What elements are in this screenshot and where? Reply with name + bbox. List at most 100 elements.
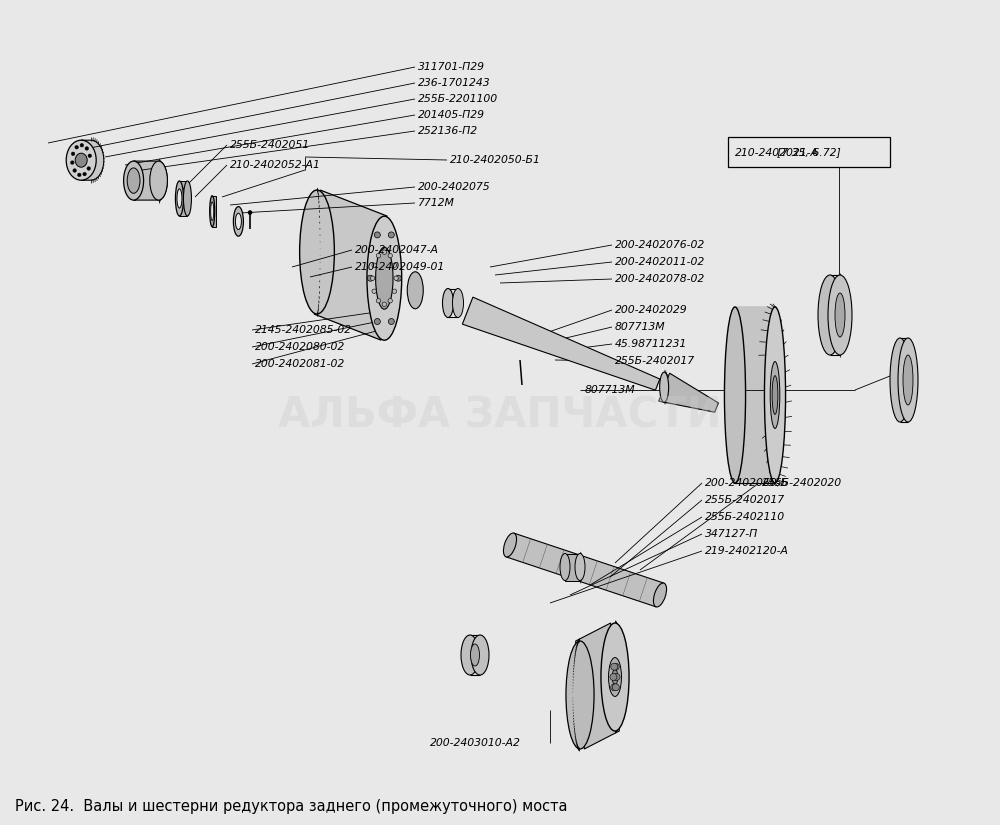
Circle shape: [370, 276, 375, 280]
Circle shape: [394, 276, 398, 280]
Ellipse shape: [612, 669, 618, 685]
Circle shape: [374, 232, 380, 238]
Ellipse shape: [471, 644, 480, 666]
Text: 210-2402049-01: 210-2402049-01: [355, 262, 445, 272]
Circle shape: [248, 210, 252, 214]
Circle shape: [388, 318, 394, 324]
Circle shape: [612, 663, 619, 670]
Text: 200-2402080-02: 200-2402080-02: [255, 342, 345, 352]
Ellipse shape: [724, 307, 746, 483]
Text: Рис. 24.  Валы и шестерни редуктора заднего (промежуточного) моста: Рис. 24. Валы и шестерни редуктора задне…: [15, 799, 568, 814]
Text: 347127-П: 347127-П: [705, 529, 758, 539]
Text: 200-2403010-А2: 200-2403010-А2: [430, 738, 521, 748]
Circle shape: [392, 263, 397, 267]
Ellipse shape: [903, 355, 913, 405]
FancyBboxPatch shape: [728, 137, 890, 167]
Circle shape: [372, 289, 376, 294]
Text: 311701-П29: 311701-П29: [418, 62, 485, 72]
Ellipse shape: [772, 375, 778, 414]
Ellipse shape: [835, 293, 845, 337]
Circle shape: [73, 169, 76, 172]
Circle shape: [395, 276, 401, 281]
Text: 200-2402081-02: 200-2402081-02: [255, 359, 345, 369]
Ellipse shape: [300, 190, 334, 314]
Circle shape: [388, 232, 394, 238]
Text: 236-1701243: 236-1701243: [418, 78, 491, 88]
Circle shape: [611, 684, 618, 691]
Ellipse shape: [566, 641, 594, 749]
Ellipse shape: [66, 140, 96, 180]
Text: 200-2402075: 200-2402075: [418, 182, 491, 192]
Ellipse shape: [575, 554, 585, 581]
Circle shape: [610, 673, 617, 681]
Text: 200-2402029: 200-2402029: [615, 305, 688, 315]
Circle shape: [382, 302, 387, 306]
Circle shape: [85, 147, 89, 150]
Circle shape: [613, 673, 620, 681]
Text: 807713М: 807713М: [585, 385, 636, 395]
Ellipse shape: [653, 583, 667, 607]
Polygon shape: [81, 140, 104, 180]
Ellipse shape: [124, 161, 144, 200]
Polygon shape: [576, 623, 619, 749]
Text: 210-2402050-Б1: 210-2402050-Б1: [450, 155, 541, 165]
Polygon shape: [659, 373, 718, 412]
Text: 255Б-2402051: 255Б-2402051: [230, 140, 310, 150]
Ellipse shape: [898, 338, 918, 422]
Ellipse shape: [210, 196, 215, 227]
Circle shape: [382, 250, 387, 254]
Ellipse shape: [211, 202, 214, 220]
Polygon shape: [134, 161, 167, 200]
Text: 7712М: 7712М: [418, 198, 455, 208]
Ellipse shape: [890, 338, 910, 422]
Circle shape: [83, 172, 86, 176]
Circle shape: [372, 263, 376, 267]
Ellipse shape: [609, 658, 621, 696]
Ellipse shape: [183, 181, 191, 216]
Ellipse shape: [175, 181, 183, 216]
Polygon shape: [179, 181, 187, 216]
Ellipse shape: [461, 635, 479, 675]
Text: АЛЬФА ЗАПЧАСТИ: АЛЬФА ЗАПЧАСТИ: [278, 394, 722, 436]
Ellipse shape: [560, 554, 570, 581]
Ellipse shape: [764, 307, 786, 483]
Text: 45.98711231: 45.98711231: [615, 339, 687, 349]
Ellipse shape: [376, 248, 393, 309]
Polygon shape: [506, 533, 664, 607]
Text: 210-2402021-А: 210-2402021-А: [735, 148, 819, 158]
Circle shape: [374, 318, 380, 324]
Ellipse shape: [367, 216, 402, 340]
Text: 201405-П29: 201405-П29: [418, 110, 485, 120]
Ellipse shape: [818, 275, 842, 355]
Ellipse shape: [828, 275, 852, 355]
Text: 210-2402052-А1: 210-2402052-А1: [230, 160, 321, 170]
Text: 255Б-2402017: 255Б-2402017: [705, 495, 785, 505]
Text: 200-2402060-Б: 200-2402060-Б: [705, 478, 789, 488]
Ellipse shape: [407, 271, 423, 309]
Circle shape: [71, 161, 74, 164]
Circle shape: [611, 663, 618, 670]
Circle shape: [71, 152, 75, 156]
Ellipse shape: [75, 153, 87, 167]
Ellipse shape: [601, 623, 629, 731]
Ellipse shape: [770, 361, 780, 428]
Text: 252136-П2: 252136-П2: [418, 126, 478, 136]
Circle shape: [78, 173, 81, 177]
Polygon shape: [314, 190, 387, 340]
Ellipse shape: [452, 289, 464, 318]
Circle shape: [376, 299, 381, 303]
Circle shape: [75, 145, 78, 149]
Text: 200-2402076-02: 200-2402076-02: [615, 240, 705, 250]
Ellipse shape: [127, 168, 140, 193]
Polygon shape: [565, 554, 580, 581]
Polygon shape: [733, 307, 773, 483]
Text: 2145-2402085-02: 2145-2402085-02: [255, 325, 352, 335]
Ellipse shape: [471, 635, 489, 675]
Text: 200-2402078-02: 200-2402078-02: [615, 274, 705, 284]
Text: 200-2402047-А: 200-2402047-А: [355, 245, 439, 255]
Circle shape: [376, 253, 381, 258]
Text: 255Б-2402110: 255Б-2402110: [705, 512, 785, 522]
Text: [7.35, 6.72]: [7.35, 6.72]: [777, 147, 841, 157]
Circle shape: [88, 154, 92, 158]
Ellipse shape: [503, 533, 517, 557]
